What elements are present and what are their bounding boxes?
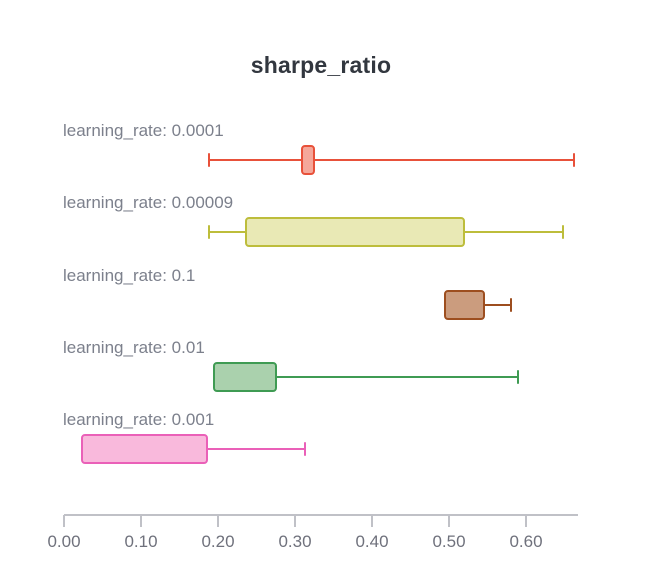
series-label: learning_rate: 0.00009	[63, 193, 234, 213]
box	[212, 361, 278, 392]
whisker-cap-max	[517, 369, 520, 384]
x-axis-tick	[371, 515, 373, 527]
whisker-line	[208, 159, 574, 161]
box	[301, 145, 316, 175]
x-axis-tick-label: 0.10	[124, 532, 158, 551]
series-label: learning_rate: 0.01	[63, 337, 205, 357]
whisker-cap-max	[572, 153, 575, 167]
x-axis-line	[64, 514, 578, 516]
whisker-cap-min	[207, 153, 210, 167]
box	[80, 434, 208, 464]
x-axis-tick	[140, 515, 142, 527]
x-axis-tick	[525, 515, 527, 527]
x-axis-tick	[294, 515, 296, 527]
x-axis-tick	[217, 515, 219, 527]
series-label: learning_rate: 0.1	[63, 265, 196, 285]
x-axis-tick-label: 0.00	[47, 532, 81, 551]
box	[443, 289, 486, 320]
chart-title: sharpe_ratio	[250, 52, 392, 78]
series-label: learning_rate: 0.001	[63, 410, 215, 429]
x-axis-tick-label: 0.40	[355, 532, 389, 551]
box	[244, 217, 466, 248]
series-label: learning_rate: 0.0001	[63, 121, 224, 140]
x-axis-tick-label: 0.20	[201, 532, 235, 551]
whisker-line	[212, 375, 519, 378]
x-axis-tick-label: 0.30	[278, 532, 312, 551]
whisker-cap-max	[304, 442, 306, 456]
whisker-cap-min	[207, 225, 210, 240]
whisker-cap-max	[510, 297, 513, 312]
x-axis-tick-label: 0.60	[509, 532, 543, 551]
whisker-cap-max	[561, 225, 564, 240]
x-axis-tick	[448, 515, 450, 527]
x-axis-tick	[63, 515, 65, 527]
x-axis-tick-label: 0.50	[432, 532, 466, 551]
